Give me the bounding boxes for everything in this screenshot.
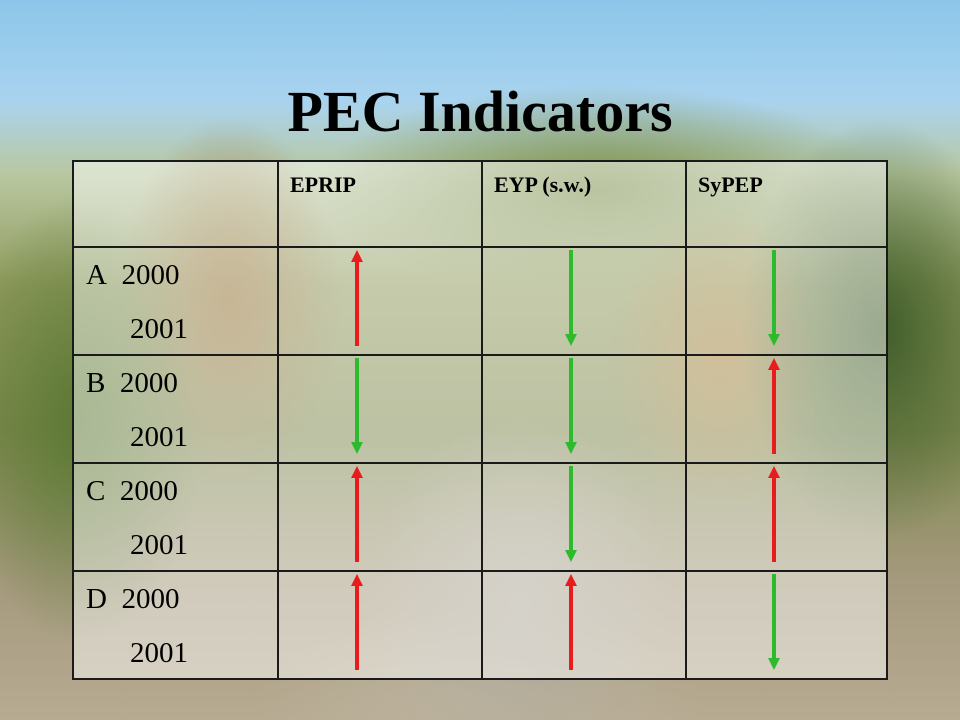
trend-up-arrow-icon bbox=[767, 466, 780, 562]
row-year-start: B 2000 bbox=[86, 367, 178, 399]
table-row-divider bbox=[74, 462, 886, 464]
column-header-eprip: EPRIP bbox=[290, 172, 356, 197]
row-year-end: 2001 bbox=[130, 529, 188, 561]
row-label-d: D 2000 2001 bbox=[86, 572, 276, 680]
row-year-start: D 2000 bbox=[86, 583, 180, 615]
column-header-eyp: EYP (s.w.) bbox=[494, 172, 592, 197]
row-year-end: 2001 bbox=[130, 421, 188, 453]
trend-down-arrow-icon bbox=[767, 250, 780, 346]
trend-up-arrow-icon bbox=[565, 574, 577, 670]
row-year-end: 2001 bbox=[130, 637, 188, 669]
page-title: PEC Indicators bbox=[287, 79, 673, 144]
table-column-divider bbox=[277, 162, 279, 678]
trend-up-arrow-icon bbox=[351, 250, 363, 346]
column-header-sypep: SyPEP bbox=[698, 172, 763, 197]
row-label-c: C 2000 2001 bbox=[86, 464, 276, 572]
indicator-table: EPRIP EYP (s.w.) SyPEP A 2000 2001 B 2000 2… bbox=[72, 160, 888, 680]
trend-down-arrow-icon bbox=[565, 250, 577, 346]
table-row-divider bbox=[74, 246, 886, 248]
row-label-a: A 2000 2001 bbox=[86, 248, 276, 356]
row-year-start: A 2000 bbox=[86, 259, 180, 291]
row-year-end: 2001 bbox=[130, 313, 188, 345]
table-column-divider bbox=[481, 162, 483, 678]
trend-down-arrow-icon bbox=[351, 358, 363, 454]
row-label-b: B 2000 2001 bbox=[86, 356, 276, 464]
row-year-start: C 2000 bbox=[86, 475, 178, 507]
table-row-divider bbox=[74, 354, 886, 356]
table-row-divider bbox=[74, 570, 886, 572]
trend-down-arrow-icon bbox=[565, 466, 577, 562]
trend-up-arrow-icon bbox=[351, 466, 363, 562]
trend-down-arrow-icon bbox=[565, 358, 577, 454]
trend-down-arrow-icon bbox=[767, 574, 780, 670]
table-column-divider bbox=[685, 162, 687, 678]
trend-up-arrow-icon bbox=[767, 358, 780, 454]
trend-up-arrow-icon bbox=[351, 574, 363, 670]
